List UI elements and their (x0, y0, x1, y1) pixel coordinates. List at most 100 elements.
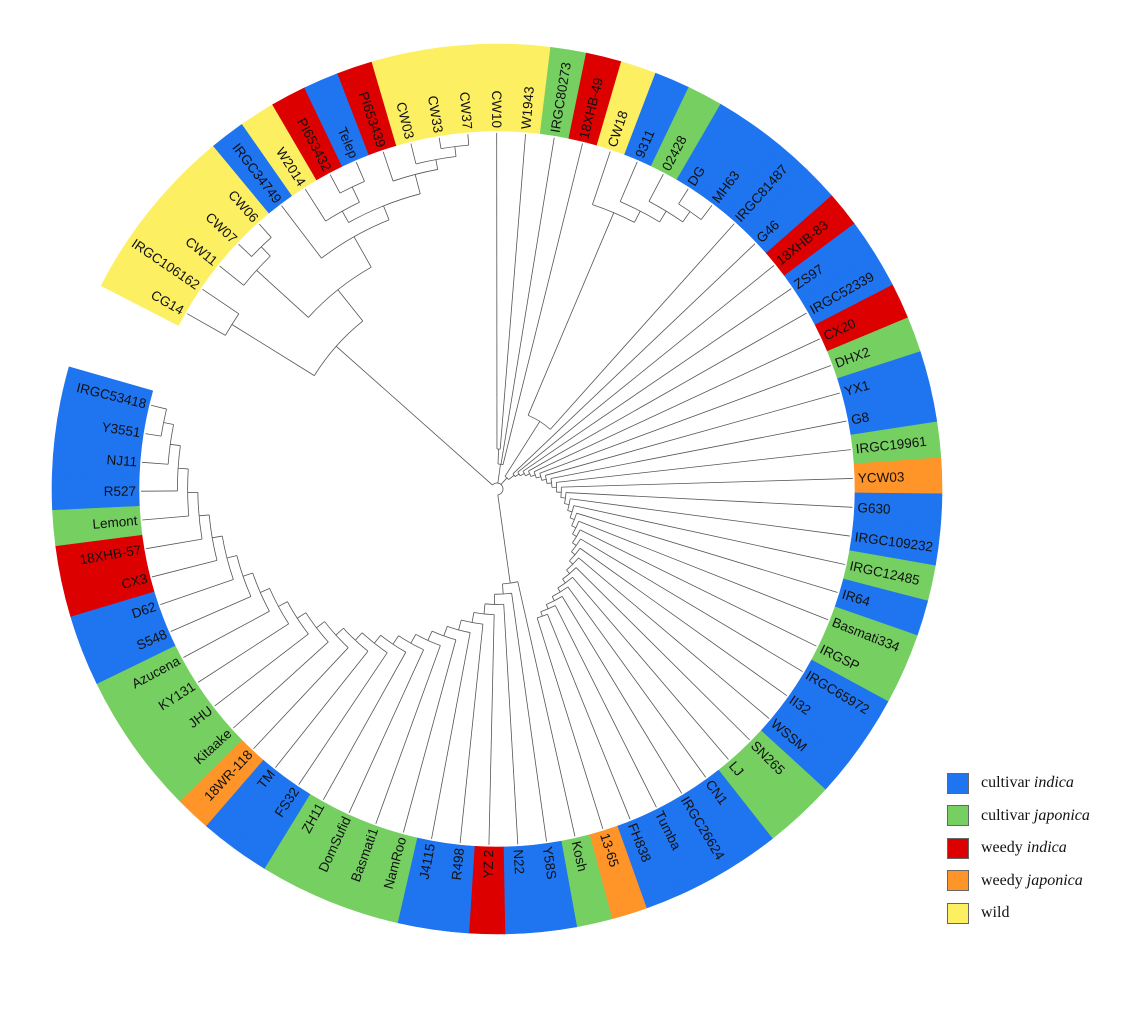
branch (253, 647, 349, 749)
branch (578, 520, 829, 621)
branch (556, 449, 851, 483)
branch (145, 433, 162, 437)
branch-arc (512, 473, 516, 477)
branch (335, 345, 493, 486)
branch (471, 612, 475, 623)
branch-arc (325, 201, 360, 222)
branch (530, 474, 536, 477)
branch (178, 467, 189, 470)
branch (341, 210, 349, 223)
legend-swatch (947, 772, 969, 794)
branch-arc (545, 475, 548, 484)
branch-arc (560, 487, 562, 498)
branch (260, 588, 270, 593)
branch (163, 422, 174, 425)
branch (438, 137, 442, 149)
leaf-label: J4115 (417, 842, 438, 880)
branch (231, 324, 315, 376)
branch (514, 473, 520, 477)
branch (545, 604, 549, 609)
branch (329, 174, 341, 194)
branch-arc (321, 219, 390, 259)
branch-arc (287, 601, 309, 635)
branch (547, 614, 631, 820)
branch-arc (492, 482, 504, 496)
branch (573, 505, 845, 565)
branch (355, 161, 365, 182)
branch (258, 223, 272, 238)
branch (520, 473, 525, 477)
branch (375, 645, 441, 824)
branch (260, 246, 271, 257)
branch (322, 651, 407, 800)
branch (517, 265, 775, 473)
branch (700, 205, 713, 220)
branch (497, 494, 511, 584)
legend-label: wild (981, 904, 1010, 922)
branch (183, 610, 270, 658)
branch (383, 205, 390, 220)
branch (374, 635, 381, 644)
branch (142, 515, 189, 521)
legend-label: cultivar japonica (981, 806, 1090, 824)
leaf-label: YZ 2 (481, 850, 497, 879)
branch (634, 210, 641, 223)
branch (659, 210, 667, 223)
branch (561, 478, 853, 488)
branch (151, 559, 218, 578)
branch (571, 551, 576, 556)
branch (316, 621, 325, 629)
branch-arc (562, 567, 577, 580)
branch (483, 603, 486, 614)
branch-arc (522, 471, 526, 476)
branch (298, 652, 388, 785)
branch (550, 420, 847, 479)
branch (567, 586, 707, 778)
branch (578, 557, 770, 719)
branch (648, 174, 664, 202)
branch (592, 151, 611, 205)
legend-swatch (947, 805, 969, 827)
leaf-label: YCW03 (858, 469, 905, 485)
branch (512, 243, 756, 475)
branch (678, 188, 689, 205)
leaf-label: CW33 (425, 95, 446, 134)
leaf-label: CX3 (120, 571, 149, 592)
tree-branches (141, 132, 853, 845)
branch (281, 205, 322, 259)
leaf-label: N22 (511, 849, 527, 875)
legend-label: weedy indica (981, 839, 1067, 857)
branch-arc (550, 478, 553, 488)
branch-arc (502, 581, 518, 585)
branch (402, 639, 457, 833)
group-color-ring (51, 43, 943, 935)
branch (572, 542, 577, 546)
branch (575, 567, 750, 741)
branch (170, 596, 252, 632)
branch-arc (461, 619, 483, 625)
leaf-label: CW37 (457, 91, 475, 130)
branch (219, 265, 244, 286)
branch (170, 443, 181, 447)
branch (499, 134, 526, 450)
branch (467, 134, 470, 146)
branch-arc (339, 180, 365, 194)
branch (197, 623, 289, 683)
branch (410, 634, 417, 644)
branch-arc (236, 555, 252, 597)
branch (141, 461, 169, 465)
branch-arc (537, 613, 548, 619)
branch (540, 611, 543, 617)
branch (202, 288, 240, 315)
branch (541, 479, 547, 481)
legend-item-cj: cultivar japonica (947, 800, 1090, 833)
branch (497, 464, 501, 484)
leaf-label: R498 (449, 847, 467, 881)
branch (551, 596, 555, 601)
branch (431, 632, 471, 839)
branch (459, 624, 484, 844)
branch (150, 404, 167, 410)
branch-arc (392, 169, 438, 182)
branch (564, 503, 570, 506)
branch-arc (571, 513, 577, 526)
